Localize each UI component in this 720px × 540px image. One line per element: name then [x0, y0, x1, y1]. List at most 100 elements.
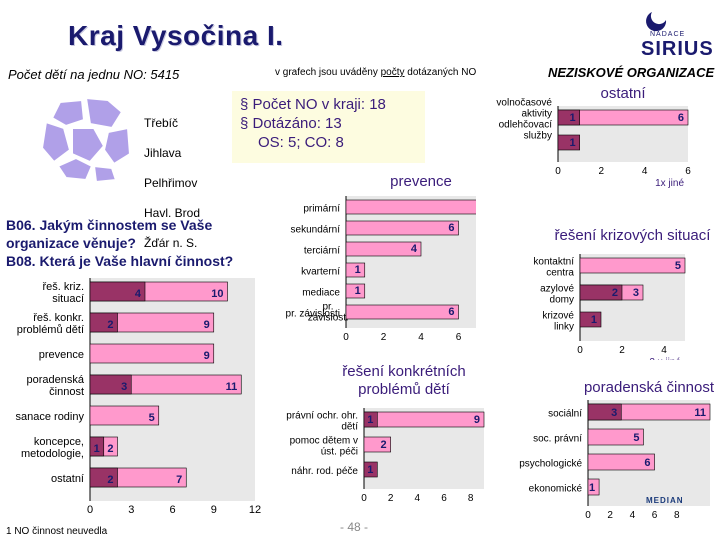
x-tick-label: 6 [441, 493, 447, 504]
category-label: azylové [540, 283, 574, 294]
bar-total-value: 1 [589, 482, 595, 494]
bar-total [587, 478, 600, 496]
bar-main [579, 311, 602, 328]
category-label: sociální [548, 408, 582, 419]
category-label: řeš. konkr. [33, 312, 84, 324]
category-label: závislosti [308, 312, 349, 323]
note-underlined: počty [380, 67, 405, 78]
x-tick-label: 6 [652, 510, 658, 518]
category-label: služby [524, 130, 552, 141]
bar-main [579, 284, 623, 301]
bar-main-value: 3 [121, 381, 127, 393]
category-label: dětí [341, 421, 358, 432]
category-label: primární [303, 203, 340, 214]
category-label: domy [550, 294, 574, 305]
bar-main-value: 1 [591, 314, 597, 326]
bar-total-value: 2 [107, 443, 113, 455]
category-label: sekundární [291, 224, 341, 235]
x-tick-label: 6 [169, 504, 175, 516]
bar-total [345, 283, 366, 299]
x-tick-label: 3 [128, 504, 134, 516]
bar-main [89, 281, 146, 302]
missing-activity-note: 1 NO činnost neuvedla [6, 526, 108, 537]
category-label: situací [52, 293, 84, 305]
bar-total-value: 6 [448, 306, 454, 318]
x-tick-label: 2 [599, 166, 605, 177]
bar-total [89, 405, 160, 426]
city-2: Pelhřimov [144, 176, 198, 190]
category-label: poradenská [27, 374, 85, 386]
median-logo: MEDIAN [646, 496, 684, 505]
category-label: aktivity [521, 108, 552, 119]
bar-main [587, 403, 622, 421]
x-tick-label: 4 [642, 166, 648, 177]
chart-footnote: 1x jiné [655, 178, 684, 189]
category-label: problémů dětí [17, 324, 84, 336]
category-label: centra [546, 267, 574, 278]
bar-total-value: 6 [678, 112, 684, 124]
city-0: Třebíč [144, 116, 179, 130]
category-label: metodologie, [21, 448, 84, 460]
bar-total-value: 4 [411, 243, 418, 255]
category-label: pr. závislosti [286, 308, 340, 319]
bar-main-value: 4 [135, 288, 142, 300]
city-4: Žďár n. S. [144, 236, 198, 250]
other-activities-chart: ostatní 0 2 4 6 volnočasovéaktivityodlehčovac… [496, 86, 691, 189]
prevention-chart: prevence02468primární8sekundární6terciár… [286, 173, 476, 343]
category-label: sanace rodiny [16, 411, 85, 423]
bar-main [89, 467, 118, 488]
bar-total-value: 1 [355, 285, 361, 297]
bar-total-value: 2 [381, 439, 387, 451]
category-label: koncepce, [34, 436, 84, 448]
bar-main [89, 374, 132, 395]
bar-total-value: 5 [675, 260, 681, 272]
os-co-split: OS: 5; CO: 8 [258, 134, 344, 151]
bar-total [587, 453, 655, 471]
category-label: právní ochr. ohr. [286, 410, 358, 421]
question-text: B06. Jakým činnostem se Vaše organizace … [6, 216, 233, 270]
bar-total [89, 343, 215, 364]
chart-title: řešení krizových situací [555, 227, 712, 244]
category-label: ostatní [51, 473, 84, 485]
crisis-chart: řešení krizových situací 0 2 4 kontaktnícent… [533, 227, 712, 360]
bar-total-value: 9 [474, 414, 480, 426]
x-tick-label: 0 [343, 332, 349, 343]
chart-note: v grafech jsou uváděny počty dotázaných … [275, 67, 476, 78]
logo-name: SIRIUS [641, 38, 714, 60]
category-label: ekonomické [529, 483, 583, 494]
region-map-icon [37, 91, 137, 187]
bar-total [363, 436, 391, 453]
children-per-ngo: Počet dětí na jednu NO: 5415 [8, 67, 180, 82]
bar-total [345, 304, 459, 320]
bar-main-value: 1 [367, 414, 373, 426]
x-tick-label: 8 [674, 510, 680, 518]
bar-total [345, 241, 422, 257]
question-line-1: B06. Jakým činnostem se Vaše [6, 217, 213, 233]
bar-total-value: 6 [448, 222, 454, 234]
ngo-count: § Počet NO v kraji: 18 [240, 96, 386, 113]
category-label: krizové [542, 310, 574, 321]
city-1: Jihlava [144, 146, 182, 160]
bar-main [557, 109, 580, 126]
category-label: náhr. rod. péče [291, 466, 358, 477]
ngo-label: NEZISKOVÉ ORGANIZACE [548, 65, 715, 80]
category-label: kontaktní [533, 256, 574, 267]
bar-main-value: 3 [611, 407, 617, 419]
category-label: činnost [49, 386, 84, 398]
category-label: pr. [322, 301, 333, 312]
bar-total-value: 11 [694, 407, 706, 419]
info-box: § Počet NO v kraji: 18 § Dotázáno: 13 OS… [232, 91, 425, 163]
x-tick-label: 0 [585, 510, 591, 518]
chart-footnote: 2 x jiné [649, 357, 681, 360]
x-tick-label: 8 [468, 493, 474, 504]
category-label: psychologické [519, 458, 582, 469]
x-tick-label: 4 [630, 510, 636, 518]
bar-total [345, 220, 459, 236]
category-label: pomoc dětem v [290, 435, 358, 446]
city-list: Třebíč Jihlava Pelhřimov Havl. Brod Žďár… [144, 101, 200, 266]
chart-title: poradenská činnost [584, 379, 715, 396]
bar-total-value: 3 [633, 287, 639, 299]
category-label: mediace [302, 287, 340, 298]
